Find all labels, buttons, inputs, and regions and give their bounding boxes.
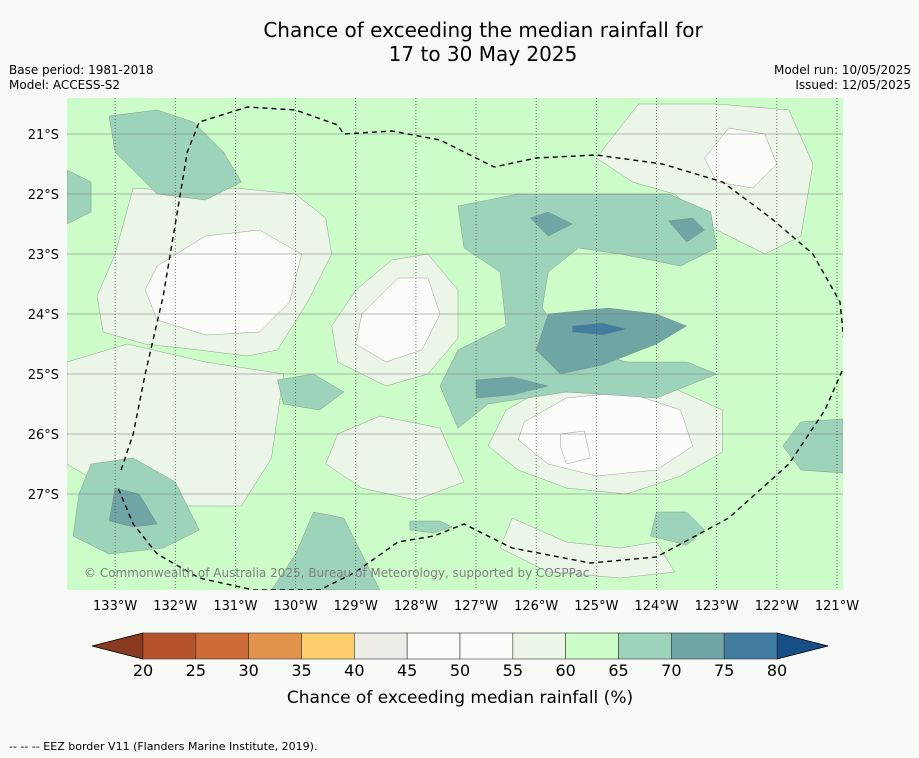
- model-name: Model: ACCESS-S2: [9, 78, 121, 92]
- rainfall-map-chart: © Commonwealth of Australia 2025, Bureau…: [28, 98, 859, 708]
- contour-region-65-70: [650, 511, 705, 546]
- y-tick-label: 22°S: [28, 188, 59, 203]
- x-tick-label: 126°W: [514, 599, 558, 614]
- colorbar-tick-label: 35: [291, 661, 311, 680]
- colorbar-tick-label: 55: [503, 661, 523, 680]
- colorbar-tick-label: 80: [767, 661, 787, 680]
- contour-region-70-75: [529, 211, 573, 237]
- y-tick-label: 23°S: [28, 248, 59, 263]
- eez-border-line: [117, 106, 843, 590]
- contour-region-50-55: [144, 229, 302, 336]
- chart-title: Chance of exceeding the median rainfall …: [0, 18, 919, 66]
- copyright-text: © Commonwealth of Australia 2025, Bureau…: [84, 566, 589, 580]
- colorbar-tick-label: 25: [186, 661, 206, 680]
- colorbar-tick-label: 75: [714, 661, 734, 680]
- x-tick-label: 123°W: [695, 599, 739, 614]
- x-tick-label: 127°W: [454, 599, 498, 614]
- contour-region-65-70: [67, 169, 92, 225]
- model-run: Model run: 10/05/2025: [773, 63, 911, 77]
- y-tick-label: 25°S: [28, 368, 59, 383]
- colorbar-segment: [354, 632, 408, 660]
- eez-border: [117, 106, 843, 590]
- y-tick-label: 24°S: [28, 308, 59, 323]
- base-period: Base period: 1981-2018: [9, 63, 154, 77]
- title-line-1: Chance of exceeding the median rainfall …: [263, 18, 703, 42]
- colorbar: 20 25 30 35 40 45 50 55 60 65 70 75 80: [91, 632, 829, 680]
- colorbar-tick-label: 40: [344, 661, 364, 680]
- model-info: Base period: 1981-2018 Model: ACCESS-S2: [9, 63, 154, 93]
- colorbar-segment: [459, 632, 514, 660]
- contour-region-65-70: [277, 373, 345, 411]
- colorbar-tick-label: 20: [133, 661, 153, 680]
- colorbar-segment: [512, 632, 566, 660]
- x-tick-label: 129°W: [334, 599, 378, 614]
- y-tick-label: 27°S: [28, 488, 59, 503]
- colorbar-segment: [618, 632, 672, 660]
- colorbar-tick-label: 65: [608, 661, 628, 680]
- x-tick-label: 128°W: [394, 599, 438, 614]
- colorbar-segment: [671, 632, 725, 660]
- colorbar-tick-label: 30: [238, 661, 258, 680]
- colorbar-segment: [142, 632, 197, 660]
- contour-region-65-70: [782, 418, 843, 474]
- x-axis-ticks: 133°W 132°W 131°W 130°W 129°W 128°W 127°W 126°W…: [93, 599, 859, 614]
- x-tick-label: 122°W: [755, 599, 799, 614]
- contour-region-70-75: [668, 217, 705, 243]
- contour-region-55-60: [499, 517, 675, 579]
- x-tick-label: 124°W: [634, 599, 678, 614]
- x-tick-label: 125°W: [574, 599, 618, 614]
- colorbar-tick-label: 45: [397, 661, 417, 680]
- contour-region-50-55: [355, 277, 441, 363]
- y-tick-label: 26°S: [28, 428, 59, 443]
- contour-region-65-70: [409, 520, 453, 534]
- title-line-2: 17 to 30 May 2025: [388, 42, 578, 66]
- colorbar-under-arrow: [91, 632, 144, 660]
- contour-region-65-70: [439, 193, 718, 429]
- contour-region-70-75: [535, 307, 688, 375]
- colorbar-segment: [406, 632, 461, 660]
- eez-footnote: -- -- -- EEZ border V11 (Flanders Marine…: [9, 740, 318, 753]
- contour-region-70-75: [108, 487, 158, 528]
- run-info: Model run: 10/05/2025 Issued: 12/05/2025: [774, 63, 911, 93]
- colorbar-tick-label: 60: [555, 661, 575, 680]
- colorbar-segment: [723, 632, 778, 660]
- colorbar-segment: [195, 632, 249, 660]
- contour-region-75-80: [572, 322, 627, 336]
- y-tick-label: 21°S: [28, 128, 59, 143]
- x-tick-label: 130°W: [274, 599, 318, 614]
- colorbar-over-arrow: [776, 632, 829, 660]
- x-tick-label: 121°W: [815, 599, 859, 614]
- contour-region-50-55: [560, 430, 591, 465]
- colorbar-label: Chance of exceeding median rainfall (%): [287, 688, 633, 708]
- contour-region-55-60: [325, 415, 465, 501]
- x-tick-label: 131°W: [213, 599, 257, 614]
- issued-date: Issued: 12/05/2025: [795, 78, 911, 92]
- gridlines: [67, 98, 843, 590]
- colorbar-segment: [565, 632, 619, 660]
- colorbar-segment: [301, 632, 355, 660]
- x-tick-label: 132°W: [153, 599, 197, 614]
- y-axis-ticks: 21°S 22°S 23°S 24°S 25°S 26°S 27°S: [28, 128, 59, 503]
- colorbar-tick-label: 50: [450, 661, 470, 680]
- x-tick-label: 133°W: [93, 599, 137, 614]
- colorbar-segment: [248, 632, 302, 660]
- colorbar-tick-label: 70: [661, 661, 681, 680]
